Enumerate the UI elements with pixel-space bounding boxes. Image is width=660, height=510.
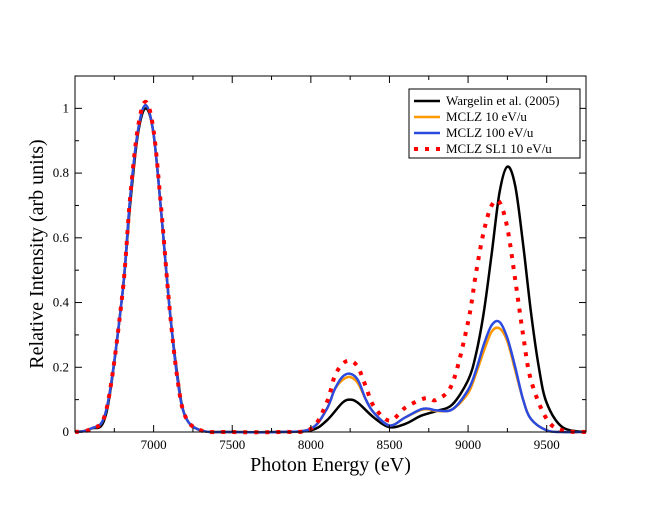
- plot-frame: [74, 75, 587, 433]
- x-tick-label: 7500: [219, 437, 245, 452]
- legend-label-2: MCLZ 10 eV/u: [446, 109, 527, 124]
- y-tick-label: 0.2: [53, 359, 69, 374]
- legend-label-3: MCLZ 100 eV/u: [446, 125, 534, 140]
- x-tick-label: 8000: [298, 437, 324, 452]
- x-tick-label: 9000: [455, 437, 481, 452]
- y-tick-label: 0.8: [53, 165, 69, 180]
- ticks-layer: 7000 7500 8000 8500 9000 9500 0 0.2 0.4 0.6 0.8 1: [53, 76, 587, 452]
- legend-label-1: Wargelin et al. (2005): [446, 93, 560, 108]
- series-line-3: [74, 103, 587, 434]
- y-tick-label: 0.4: [53, 295, 70, 310]
- series-layer: [74, 99, 587, 435]
- x-tick-label: 9500: [534, 437, 560, 452]
- x-tick-label: 7000: [141, 437, 167, 452]
- series-line-4: [74, 99, 587, 435]
- series-line-1: [74, 107, 587, 434]
- x-tick-label: 8500: [376, 437, 402, 452]
- y-tick-label: 0: [63, 424, 70, 439]
- x-axis-title: Photon Energy (eV): [250, 454, 411, 476]
- y-axis-title: Relative Intensity (arb units): [26, 139, 48, 368]
- y-tick-label: 1: [63, 100, 70, 115]
- legend-label-4: MCLZ SL1 10 eV/u: [446, 141, 552, 156]
- y-tick-label: 0.6: [53, 230, 70, 245]
